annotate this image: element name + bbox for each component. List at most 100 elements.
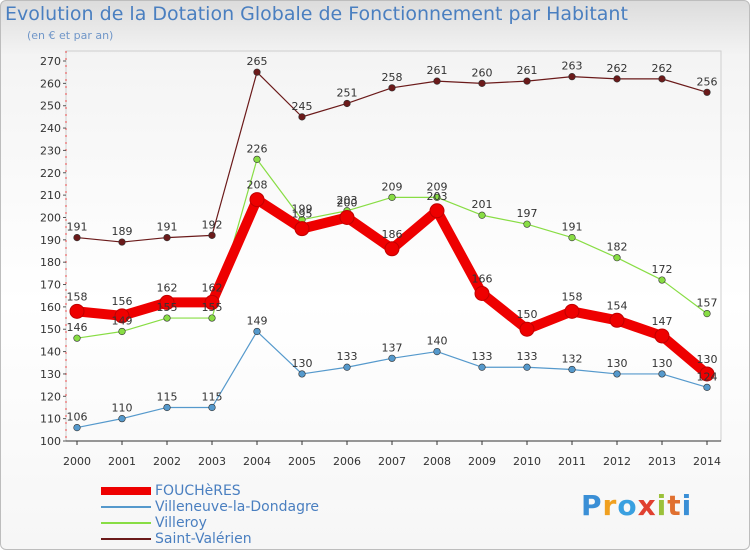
data-point [249,192,265,208]
data-point [253,155,261,163]
y-tick-label: 100 [40,435,61,448]
data-label: 203 [427,190,448,203]
data-point [703,88,711,96]
legend-swatch [101,506,151,508]
data-label: 208 [247,179,268,192]
data-label: 261 [517,64,538,77]
data-label: 133 [517,350,538,363]
data-point [298,370,306,378]
y-tick-label: 160 [40,301,61,314]
data-label: 115 [202,390,223,403]
data-point [523,363,531,371]
data-point [208,403,216,412]
x-tick-label: 2011 [558,455,586,468]
data-point [253,68,261,76]
data-label: 137 [382,341,403,354]
x-tick-label: 2004 [243,455,271,468]
data-point [474,285,490,301]
data-label: 154 [607,299,628,312]
y-tick-label: 150 [40,323,61,336]
data-label: 130 [292,357,313,370]
data-point [118,327,126,336]
data-label: 130 [652,357,673,370]
data-point [658,75,666,83]
data-label: 260 [472,66,493,79]
y-tick-label: 210 [40,189,61,202]
data-label: 166 [472,272,493,285]
data-point [429,203,445,219]
data-point [519,321,535,337]
data-point [294,221,310,237]
data-point [343,99,351,108]
data-point [114,308,130,324]
data-label: 203 [337,194,358,207]
data-label: 191 [157,221,178,234]
data-label: 140 [427,335,448,348]
data-label: 155 [202,301,223,314]
data-point [118,415,126,423]
x-tick-label: 2007 [378,455,406,468]
data-label: 133 [337,350,358,363]
data-label: 200 [337,196,358,209]
data-point [478,211,486,219]
legend-swatch [101,522,151,524]
data-point [658,370,666,378]
data-point [204,294,220,310]
data-label: 199 [292,203,313,216]
legend-swatch [101,538,151,540]
data-point [163,403,171,412]
data-label: 263 [562,60,583,73]
data-label: 106 [67,411,88,424]
data-label: 158 [562,290,583,303]
y-tick-label: 260 [40,77,61,90]
series-line [76,71,708,243]
data-label: 258 [382,71,403,84]
data-label: 130 [697,353,718,366]
data-point [568,365,576,374]
data-point [163,233,171,242]
y-tick-label: 190 [40,234,61,247]
data-point [298,113,306,121]
data-label: 155 [157,301,178,314]
chart-title: Evolution de la Dotation Globale de Fonc… [5,3,628,25]
data-label: 124 [697,370,718,383]
data-point [568,73,576,81]
data-label: 156 [112,295,133,308]
legend-label: Villeneuve-la-Dondagre [155,499,320,515]
data-label: 162 [202,281,223,294]
x-tick-label: 2009 [468,455,496,468]
data-point [703,309,711,318]
data-label: 262 [652,62,673,75]
data-label: 226 [247,142,268,155]
x-tick-label: 2012 [603,455,631,468]
y-tick-label: 120 [40,390,61,403]
data-point [388,84,396,92]
data-label: 157 [697,297,718,310]
data-point [609,312,625,328]
data-label: 261 [427,64,448,77]
data-point [523,77,531,85]
y-tick-label: 140 [40,346,61,359]
x-tick-label: 2006 [333,455,361,468]
data-label: 110 [112,402,133,415]
y-tick-label: 220 [40,167,61,180]
data-label: 186 [382,228,403,241]
data-label: 201 [472,198,493,211]
x-tick-label: 2014 [693,455,721,468]
data-label: 197 [517,207,538,220]
data-point [613,370,621,378]
data-label: 172 [652,263,673,276]
legend-swatch [101,487,151,495]
x-tick-label: 2003 [198,455,226,468]
data-label: 189 [112,225,133,238]
data-point [433,193,441,201]
legend-label: FOUCHèRES [155,483,241,499]
data-label: 133 [472,350,493,363]
y-tick-label: 250 [40,100,61,113]
data-point [658,276,666,284]
data-point [73,423,81,432]
data-point [523,220,531,228]
y-tick-label: 270 [40,55,61,68]
data-label: 191 [562,221,583,234]
